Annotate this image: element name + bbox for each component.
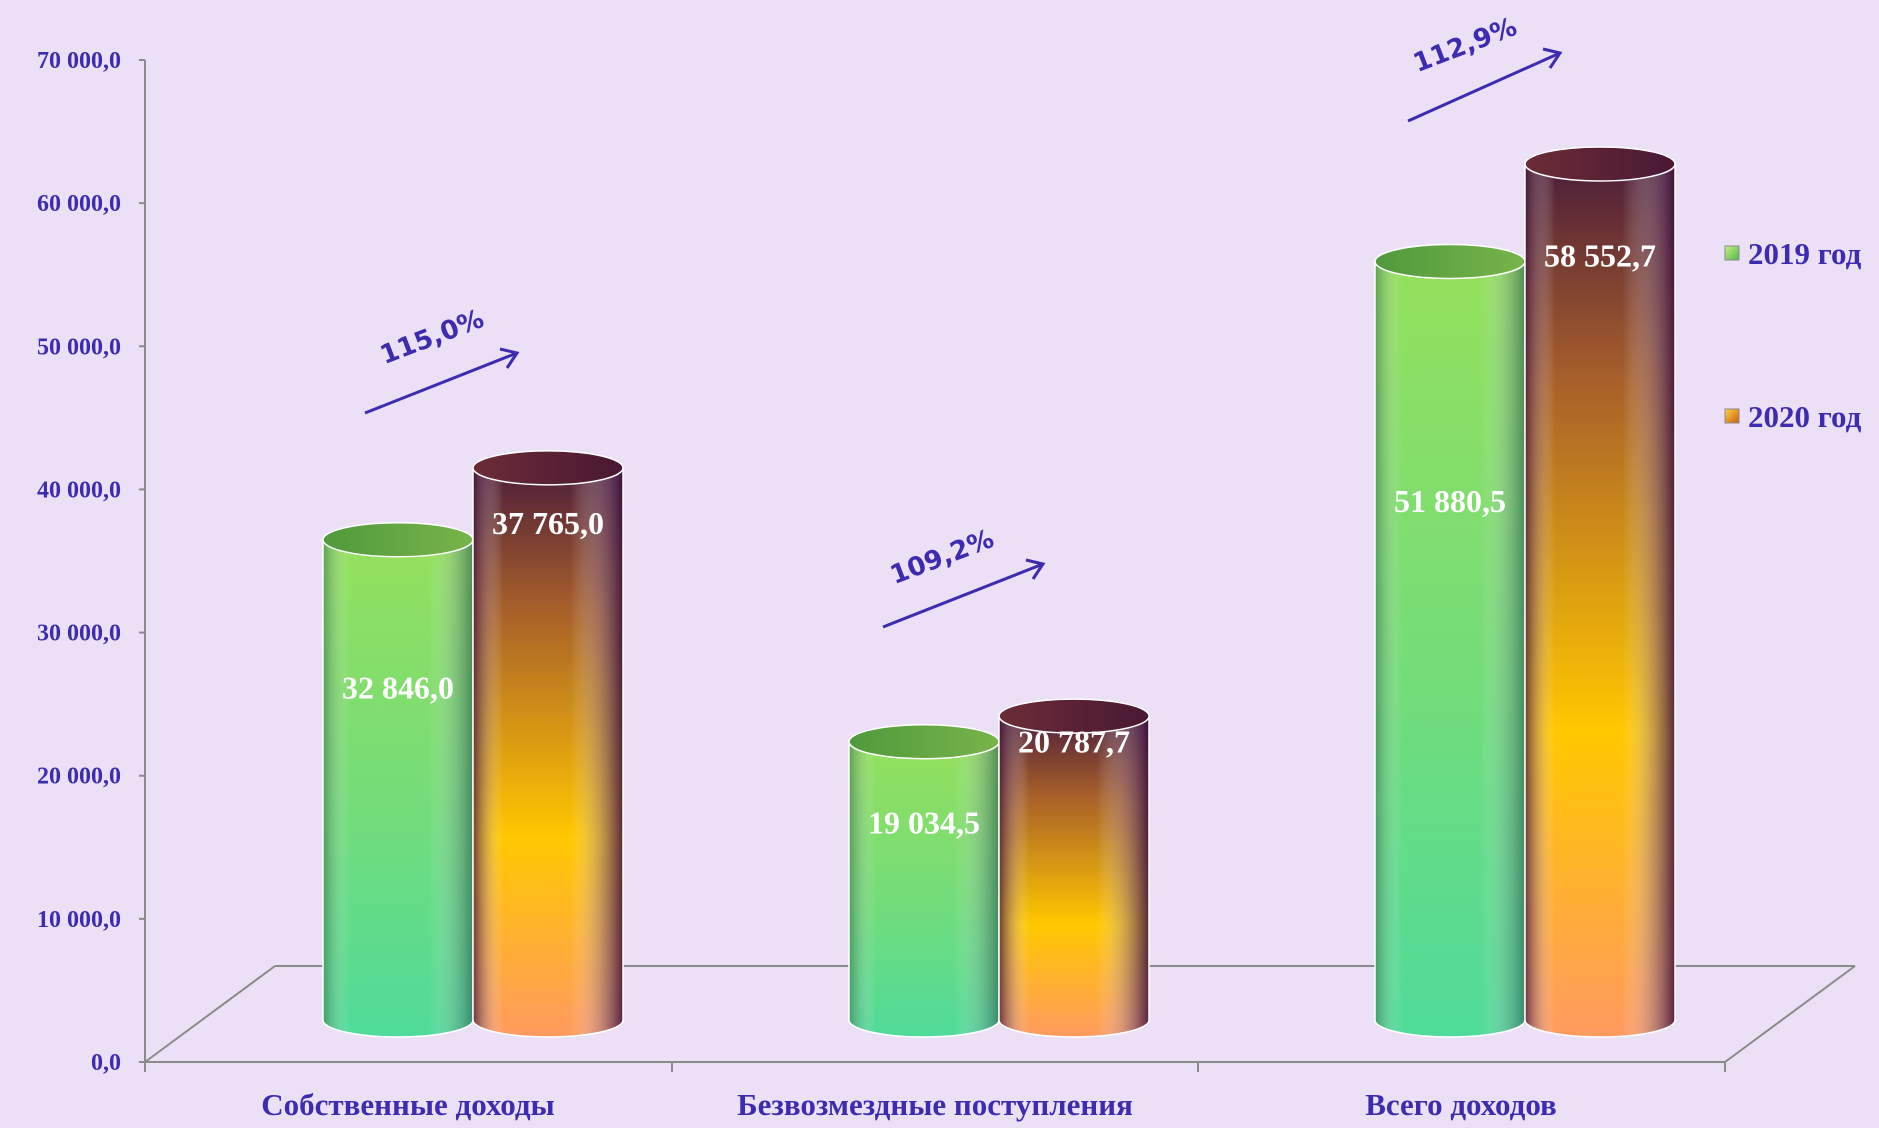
growth-label: 112,9% bbox=[1409, 12, 1521, 79]
legend-swatch-2020 bbox=[1724, 408, 1740, 424]
value-label: 19 034,5 bbox=[868, 805, 980, 841]
value-labels: 32 846,0 37 765,0 19 034,5 20 787,7 51 880,5… bbox=[342, 238, 1656, 841]
growth-arrowhead bbox=[1542, 47, 1563, 69]
bar-top bbox=[322, 522, 474, 558]
bar-shading bbox=[1524, 163, 1676, 1038]
legend: 2019 год 2020 год bbox=[1724, 236, 1862, 434]
growth-annotation: 109,2% bbox=[882, 524, 1046, 629]
y-tick-label: 30 000,0 bbox=[37, 621, 121, 647]
growth-label: 109,2% bbox=[886, 524, 998, 591]
growth-arrowhead bbox=[499, 347, 520, 369]
bar-2020-год bbox=[472, 450, 624, 1038]
growth-arrow bbox=[1407, 51, 1561, 123]
bar-top bbox=[998, 698, 1150, 734]
y-tick-label: 70 000,0 bbox=[37, 48, 121, 74]
bar-2019-год bbox=[1374, 243, 1526, 1038]
bar-shading bbox=[848, 740, 1000, 1038]
y-tick-label: 10 000,0 bbox=[37, 907, 121, 933]
y-tick-label: 40 000,0 bbox=[37, 477, 121, 503]
growth-arrowhead bbox=[1025, 558, 1046, 580]
bar-2019-год bbox=[322, 522, 474, 1038]
growth-arrow bbox=[364, 351, 518, 415]
category-labels: Собственные доходы Безвозмездные поступле… bbox=[261, 1087, 1557, 1122]
y-tick-label: 20 000,0 bbox=[37, 764, 121, 790]
bar-shading bbox=[998, 715, 1150, 1038]
bar-top bbox=[848, 723, 1000, 760]
category-label: Безвозмездные поступления bbox=[737, 1087, 1133, 1122]
category-label: Собственные доходы bbox=[261, 1087, 555, 1122]
y-axis-ticks: 0,0 10 000,0 20 000,0 30 000,0 40 000,0 50 00… bbox=[37, 48, 145, 1076]
legend-swatch-2019 bbox=[1724, 245, 1740, 261]
bar-shading bbox=[1374, 260, 1526, 1038]
value-label: 32 846,0 bbox=[342, 669, 454, 705]
legend-label-2019: 2019 год bbox=[1748, 236, 1862, 271]
bar-top bbox=[1524, 146, 1676, 182]
legend-item-2020: 2020 год bbox=[1724, 399, 1862, 434]
growth-annotation: 112,9% bbox=[1407, 12, 1563, 123]
floor-left-edge bbox=[144, 965, 276, 1063]
bar-top bbox=[1374, 243, 1526, 280]
legend-item-2019: 2019 год bbox=[1724, 236, 1862, 271]
bars bbox=[322, 146, 1676, 1038]
y-tick-label: 0,0 bbox=[91, 1050, 121, 1076]
bar-2020-год bbox=[998, 698, 1150, 1038]
bar-top bbox=[472, 450, 624, 486]
legend-label-2020: 2020 год bbox=[1748, 399, 1862, 434]
bar-2020-год bbox=[1524, 146, 1676, 1038]
floor-right-edge bbox=[1724, 965, 1856, 1063]
value-label: 58 552,7 bbox=[1544, 238, 1656, 274]
growth-arrow bbox=[882, 562, 1044, 629]
value-label: 37 765,0 bbox=[492, 505, 604, 541]
value-label: 51 880,5 bbox=[1394, 483, 1506, 519]
category-label: Всего доходов bbox=[1365, 1087, 1557, 1122]
growth-annotation: 115,0% bbox=[364, 304, 520, 415]
bar-shading bbox=[472, 467, 624, 1038]
y-tick-label: 60 000,0 bbox=[37, 191, 121, 217]
bar-shading bbox=[322, 539, 474, 1038]
bar-2019-год bbox=[848, 723, 1000, 1038]
y-tick-label: 50 000,0 bbox=[37, 334, 121, 360]
value-label: 20 787,7 bbox=[1018, 724, 1130, 760]
growth-label: 115,0% bbox=[376, 304, 488, 371]
